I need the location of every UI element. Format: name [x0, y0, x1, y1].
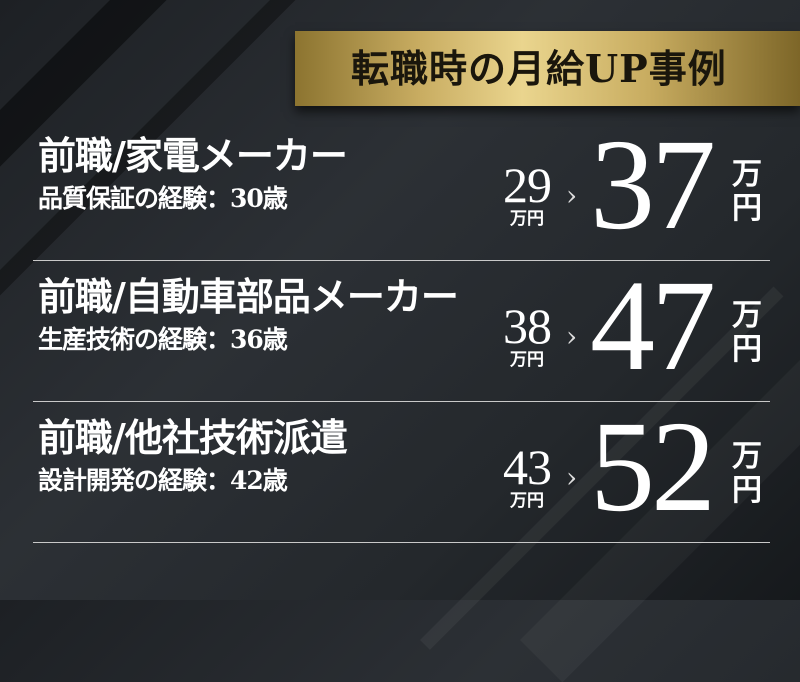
- divider: [33, 542, 770, 543]
- before-salary: 38 万円: [494, 301, 560, 369]
- case-title: 前職/家電メーカー: [38, 133, 348, 178]
- before-value: 29: [503, 157, 552, 213]
- divider: [33, 401, 770, 402]
- chevron-right-icon: ›: [566, 461, 578, 494]
- before-unit: 万円: [510, 209, 544, 229]
- after-value: 37: [590, 113, 716, 257]
- after-unit-bottom: 円: [732, 473, 762, 508]
- before-value: 43: [503, 439, 552, 495]
- after-value: 52: [590, 395, 716, 539]
- banner-title: 転職時の月給UP事例: [351, 45, 727, 91]
- after-unit: 万 円: [732, 158, 766, 226]
- case-subtitle: 品質保証の経験：30歳: [38, 184, 288, 213]
- case-row: 前職/他社技術派遣 設計開発の経験：42歳 43 万円 › 52 万 円: [0, 402, 800, 543]
- chevron-right-icon: ›: [566, 320, 578, 353]
- after-unit-top: 万: [732, 298, 762, 333]
- after-unit: 万 円: [732, 440, 766, 508]
- before-unit: 万円: [510, 350, 544, 370]
- before-salary: 43 万円: [494, 442, 560, 510]
- before-unit: 万円: [510, 491, 544, 511]
- after-unit-bottom: 円: [732, 332, 762, 367]
- after-unit: 万 円: [732, 299, 766, 367]
- case-row: 前職/自動車部品メーカー 生産技術の経験：36歳 38 万円 › 47 万 円: [0, 261, 800, 402]
- case-subtitle: 設計開発の経験：42歳: [38, 466, 288, 495]
- before-value: 38: [503, 298, 552, 354]
- after-value: 47: [590, 254, 716, 398]
- header-banner: 転職時の月給UP事例: [295, 31, 800, 106]
- after-unit-top: 万: [732, 439, 762, 474]
- case-title: 前職/自動車部品メーカー: [38, 274, 459, 319]
- case-subtitle: 生産技術の経験：36歳: [38, 325, 288, 354]
- divider: [33, 260, 770, 261]
- after-unit-top: 万: [732, 157, 762, 192]
- case-row: 前職/家電メーカー 品質保証の経験：30歳 29 万円 › 37 万 円: [0, 120, 800, 261]
- after-unit-bottom: 円: [732, 191, 762, 226]
- case-title: 前職/他社技術派遣: [38, 415, 348, 460]
- chevron-right-icon: ›: [566, 179, 578, 212]
- before-salary: 29 万円: [494, 160, 560, 228]
